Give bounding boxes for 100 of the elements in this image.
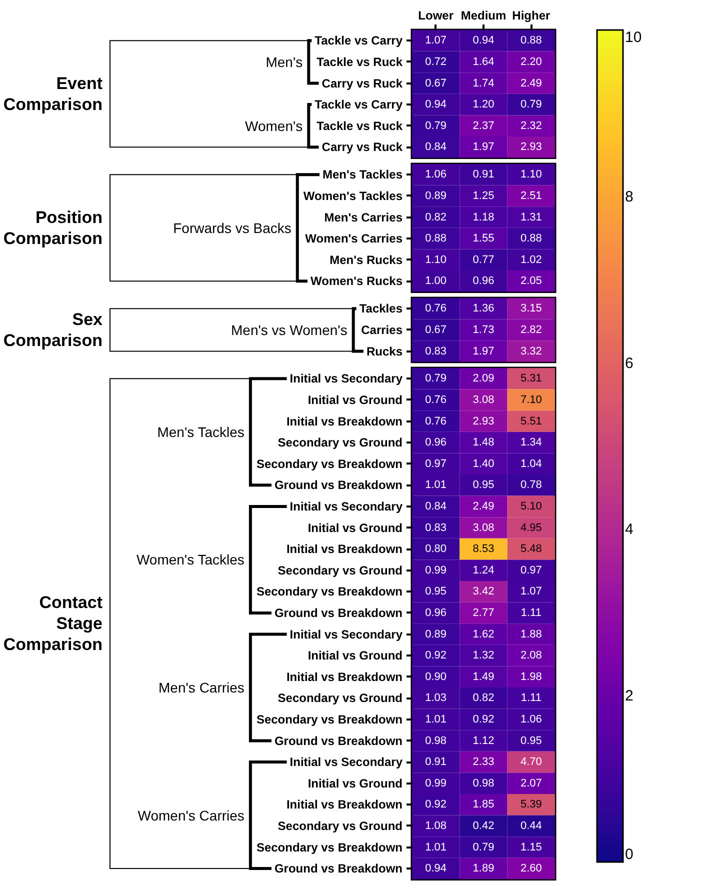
- data-label: 1.64: [472, 56, 494, 68]
- data-label: 0.94: [472, 34, 494, 47]
- y-tick-label: Tackle vs Ruck: [316, 54, 403, 69]
- data-label: 1.34: [520, 436, 542, 449]
- y-tick-label: Initial vs Breakdown: [286, 670, 402, 684]
- data-label: 4.70: [520, 756, 542, 768]
- data-label: 5.10: [520, 500, 542, 512]
- data-label: 1.07: [520, 586, 542, 598]
- data-label: 0.83: [425, 522, 447, 534]
- text: Men's Tackles: [157, 424, 244, 440]
- data-label: 3.42: [472, 586, 494, 598]
- data-label: 1.98: [520, 670, 542, 683]
- y-tick-label: Men's Tackles: [322, 168, 403, 182]
- y-tick-label: Initial vs Ground: [308, 776, 402, 790]
- data-label: 0.99: [425, 777, 447, 790]
- data-label: 0.79: [472, 841, 494, 854]
- data-label: 0.76: [425, 394, 447, 406]
- data-label: 3.08: [472, 522, 494, 534]
- data-label: 2.32: [520, 120, 542, 132]
- data-label: 0.97: [425, 458, 447, 470]
- text: Event Comparison: [3, 74, 103, 114]
- color-bar-label: 10: [625, 29, 642, 46]
- data-label: 0.89: [425, 628, 447, 640]
- y-tick-label: Women's Tackles: [303, 188, 403, 203]
- data-label: 0.67: [425, 77, 447, 90]
- data-label: 1.49: [472, 670, 494, 683]
- data-label: 1.04: [520, 458, 542, 470]
- data-label: 0.72: [425, 56, 447, 68]
- y-tick-label: Women's Carries: [305, 232, 403, 246]
- data-label: 1.25: [472, 190, 494, 202]
- data-label: 1.10: [425, 254, 447, 266]
- y-tick-label: Tackles: [359, 302, 403, 316]
- data-label: 5.48: [520, 543, 542, 556]
- data-label: 3.15: [520, 302, 542, 315]
- data-label: 0.91: [425, 756, 447, 768]
- text: Position Comparison: [3, 208, 102, 248]
- y-tick-label: Initial vs Ground: [308, 520, 402, 535]
- y-tick-label: Secondary vs Ground: [278, 691, 402, 706]
- y-tick-label: Ground vs Breakdown: [274, 734, 402, 748]
- y-tick-label: Secondary vs Breakdown: [256, 840, 402, 854]
- y-tick-label: Initial vs Secondary: [290, 372, 403, 386]
- data-label: 0.94: [425, 98, 447, 111]
- y-tick-label: Initial vs Secondary: [290, 499, 403, 514]
- data-label: 0.83: [425, 345, 447, 358]
- data-label: 0.90: [425, 670, 447, 683]
- data-label: 1.74: [472, 77, 494, 90]
- y-tick-label: Initial vs Ground: [308, 392, 402, 407]
- color-bar-label: 4: [625, 521, 634, 538]
- data-label: 1.01: [425, 479, 447, 492]
- data-label: 2.37: [472, 120, 494, 132]
- y-tick-label: Secondary vs Breakdown: [256, 712, 402, 726]
- color-bar-label: 8: [625, 188, 634, 206]
- data-label: 2.08: [520, 650, 542, 662]
- data-label: 2.51: [520, 190, 542, 202]
- data-label: 1.97: [472, 345, 494, 358]
- data-label: 0.95: [425, 586, 447, 598]
- data-label: 1.15: [520, 841, 542, 854]
- data-label: 2.09: [472, 372, 494, 385]
- data-label: 1.01: [425, 841, 447, 854]
- data-label: 0.95: [520, 734, 542, 747]
- data-label: 1.89: [472, 862, 494, 875]
- data-label: 2.77: [472, 606, 494, 619]
- data-label: 3.08: [472, 394, 494, 406]
- y-tick-label: Carry vs Ruck: [322, 140, 403, 154]
- data-label: 0.76: [425, 302, 447, 315]
- data-label: 0.80: [425, 543, 447, 556]
- y-tick-label: Carry vs Ruck: [322, 76, 403, 90]
- data-label: 0.84: [425, 500, 447, 512]
- text: Forwards vs Backs: [173, 220, 292, 236]
- data-label: 0.67: [425, 324, 447, 336]
- data-label: 5.39: [520, 798, 542, 811]
- data-label: 0.96: [472, 275, 494, 288]
- y-tick-label: Initial vs Breakdown: [286, 798, 402, 812]
- data-label: 2.82: [520, 324, 542, 336]
- text: Women's Tackles: [136, 552, 244, 568]
- data-label: 0.98: [472, 777, 494, 790]
- data-label: 1.06: [425, 168, 447, 181]
- y-tick-label: Secondary vs Ground: [278, 436, 402, 450]
- y-tick-label: Secondary vs Ground: [278, 818, 402, 833]
- data-label: 0.94: [425, 862, 447, 875]
- data-label: 0.96: [425, 436, 447, 449]
- y-tick-label: Initial vs Breakdown: [286, 414, 402, 428]
- data-label: 1.85: [472, 798, 494, 811]
- y-tick-label: Secondary vs Ground: [278, 563, 402, 578]
- y-tick-label: Secondary vs Breakdown: [256, 584, 402, 599]
- data-label: 0.84: [425, 141, 447, 154]
- data-label: 1.18: [472, 211, 494, 224]
- data-label: 2.05: [520, 275, 542, 288]
- data-label: 1.03: [425, 692, 447, 704]
- data-label: 0.78: [520, 479, 542, 492]
- y-tick-label: Men's Carries: [324, 210, 403, 224]
- data-label: 1.73: [472, 324, 494, 336]
- data-label: 1.36: [472, 302, 494, 315]
- y-tick-label: Secondary vs Breakdown: [256, 456, 402, 471]
- data-label: 3.32: [520, 345, 542, 358]
- data-label: 2.33: [472, 756, 494, 768]
- data-label: 2.07: [520, 777, 542, 790]
- y-tick-label: Rucks: [366, 344, 403, 358]
- data-label: 1.55: [472, 232, 494, 245]
- data-label: 0.97: [520, 564, 542, 576]
